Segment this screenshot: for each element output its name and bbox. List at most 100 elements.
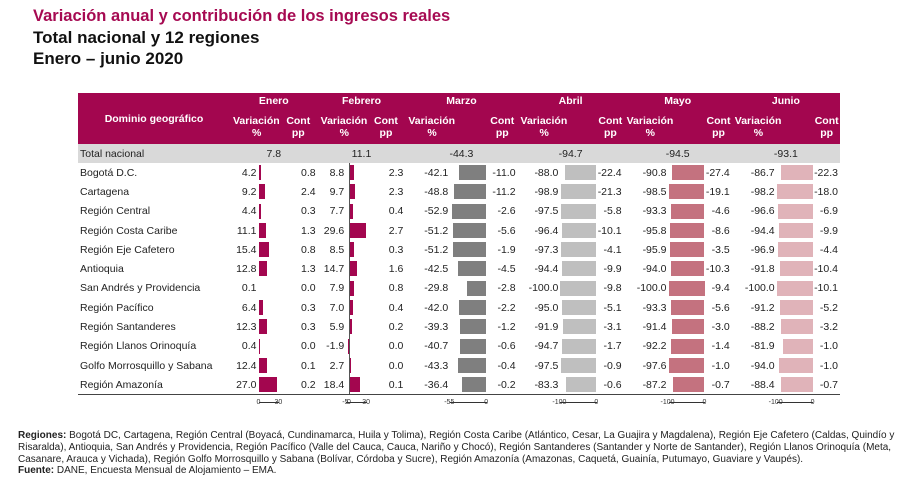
variation-bar <box>562 338 597 354</box>
contribution-value: -8.6 <box>711 224 730 237</box>
variation-bar-cell <box>560 163 597 182</box>
month-header: Junio <box>731 93 840 109</box>
regions-note-label: Regiones: <box>18 430 67 441</box>
month-header: Mayo <box>623 93 732 109</box>
variation-value: -92.2 <box>642 340 667 353</box>
variation-bar-cell <box>450 279 487 298</box>
variation-bar-cell <box>346 336 366 356</box>
zero-line <box>349 317 351 337</box>
contribution-value: -10.3 <box>705 263 730 276</box>
zero-line <box>349 298 351 318</box>
variation-value: -100.0 <box>528 282 559 295</box>
variation-bar-cell <box>560 279 597 298</box>
row-name: Región Costa Caribe <box>80 224 178 237</box>
contribution-value: -10.1 <box>814 282 838 295</box>
row-name: Región Eje Cafetero <box>80 243 175 256</box>
contribution-value: -22.4 <box>597 166 622 179</box>
report-period: Enero – junio 2020 <box>33 49 184 68</box>
contribution-value: 0.2 <box>278 375 318 396</box>
variation-value: -42.0 <box>424 301 449 314</box>
variation-bar-cell <box>346 220 366 241</box>
axis-tick-label: 30 <box>274 399 283 407</box>
contribution-value: -3.1 <box>603 321 622 334</box>
variation-bar-cell <box>669 356 706 375</box>
variation-bar-cell <box>560 375 598 396</box>
variation-value: 12.8 <box>236 263 257 276</box>
contribution-value: -5.2 <box>819 301 838 314</box>
variation-header: Variación <box>731 109 814 127</box>
variation-value: 18.4 <box>317 375 347 396</box>
contribution-value: -0.9 <box>603 359 622 372</box>
variation-value: -94.7 <box>534 340 559 353</box>
variation-bar-cell <box>258 317 279 336</box>
variation-bar <box>671 338 705 354</box>
variation-header: Variación <box>517 109 598 127</box>
row-name: Total nacional <box>78 144 230 163</box>
table-row: Bogotá D.C. 4.2 0.8 8.8 2.3 -42.1 -11.0 -88.0 -2… <box>78 163 840 183</box>
variation-bar-cell <box>669 259 706 278</box>
contribution-value: 1.6 <box>388 263 404 276</box>
variation-header: Variación <box>623 109 706 127</box>
variation-bar-cell <box>776 279 814 298</box>
variation-bar <box>349 261 358 277</box>
percent-unit: % <box>405 127 487 144</box>
variation-bar-cell <box>258 202 279 221</box>
variation-value: 7.7 <box>329 205 345 218</box>
variation-value: -97.3 <box>534 243 559 256</box>
variation-bar-cell <box>346 278 366 299</box>
variation-value: 11.1 <box>236 224 257 237</box>
variation-bar <box>349 222 366 238</box>
variation-bar <box>349 377 360 393</box>
variation-bar-cell <box>346 298 366 318</box>
source-note: Fuente: DANE, Encuesta Mensual de Alojam… <box>18 465 918 477</box>
variation-value: -97.5 <box>534 359 559 372</box>
variation-value: -40.7 <box>424 340 449 353</box>
contribution-value: -5.8 <box>603 205 622 218</box>
axis-tick-label: 0 <box>256 399 261 407</box>
variation-bar-cell <box>560 356 597 375</box>
variation-bar <box>258 203 262 219</box>
zero-line <box>349 336 351 356</box>
contribution-header: Cont <box>278 109 318 127</box>
contribution-value: 0.3 <box>388 243 404 256</box>
variation-bar-cell <box>450 221 487 240</box>
variation-value: -98.9 <box>534 185 559 198</box>
contribution-value: -1.0 <box>819 340 838 353</box>
variation-value: -95.8 <box>642 224 667 237</box>
month-header: Marzo <box>405 93 518 109</box>
variation-bar <box>560 184 597 200</box>
axis-tick-label: -55 <box>444 399 455 407</box>
axis-tick-label: 0 <box>702 399 707 407</box>
variation-bar <box>258 357 267 373</box>
percent-unit: % <box>229 127 279 144</box>
variation-value: -91.4 <box>642 321 667 334</box>
bar-axis: -5 0 30 <box>342 395 370 417</box>
contribution-value: -9.8 <box>603 282 622 295</box>
contribution-value: 0.3 <box>301 301 316 314</box>
contribution-header: Cont <box>813 109 840 127</box>
pp-unit: pp <box>813 127 840 144</box>
contribution-value: -22.3 <box>814 166 838 179</box>
variation-value: 27.0 <box>229 375 259 396</box>
axis-line <box>668 402 706 404</box>
table-row: Región Llanos Orinoquía 0.4 0.0 -1.9 0.0 -40.… <box>78 336 840 356</box>
contribution-value: 0.1 <box>366 375 406 396</box>
variation-value: 12.4 <box>236 359 257 372</box>
variation-bar-cell <box>450 298 487 317</box>
report-title: Variación anual y contribución de los in… <box>33 7 451 25</box>
table-row: Región Santanderes 12.3 0.3 5.9 0.2 -39.3 -1.2… <box>78 317 840 337</box>
variation-value: -43.3 <box>424 359 449 372</box>
variation-bar <box>462 377 487 393</box>
domain-header: Dominio geográfico <box>78 93 230 144</box>
axis-tick-label: -100 <box>660 399 675 407</box>
variation-bar-cell <box>560 337 597 356</box>
contribution-value: -5.6 <box>711 301 730 314</box>
contribution-value: 0.0 <box>301 340 316 353</box>
variation-bar-cell <box>450 202 487 221</box>
axis-line <box>450 402 487 404</box>
variation-bar <box>258 242 269 258</box>
contribution-value: -9.4 <box>711 282 730 295</box>
variation-bar <box>668 280 705 296</box>
contribution-value: 0.3 <box>301 205 316 218</box>
source-note-label: Fuente: <box>18 465 55 477</box>
